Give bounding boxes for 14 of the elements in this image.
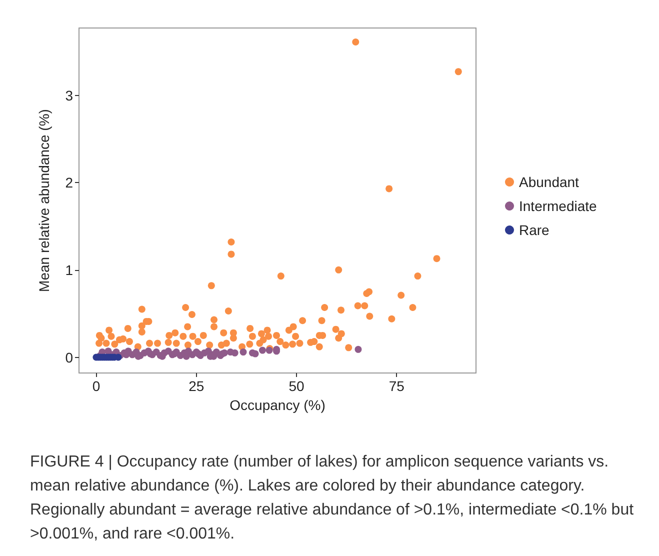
y-tick-label: 0 xyxy=(65,349,74,366)
y-tick-label: 1 xyxy=(65,262,74,278)
y-tick-label: 2 xyxy=(65,174,74,191)
y-axis-title: Mean relative abundance (%) xyxy=(36,109,52,292)
x-tick-label: 75 xyxy=(388,378,405,394)
legend-label: Abundant xyxy=(519,174,580,190)
x-tick-label: 50 xyxy=(288,378,305,394)
legend-label: Intermediate xyxy=(519,198,598,214)
x-axis-title: Occupancy (%) xyxy=(230,396,326,413)
caption: FIGURE 4 | Occupancy rate (number of lakes) for amplicon sequence variants vs. mean relative abundance (%). Lakes are colored by their abundance category. Regionally abundant = average relative abundance of >0.1%, intermediate <0.1% but >0.001%, and rare <0.001%. xyxy=(30,454,638,542)
x-tick-label: 0 xyxy=(92,378,100,394)
y-tick-label: 3 xyxy=(65,87,74,104)
legend-label: Rare xyxy=(519,222,550,238)
x-tick-label: 25 xyxy=(188,378,204,394)
